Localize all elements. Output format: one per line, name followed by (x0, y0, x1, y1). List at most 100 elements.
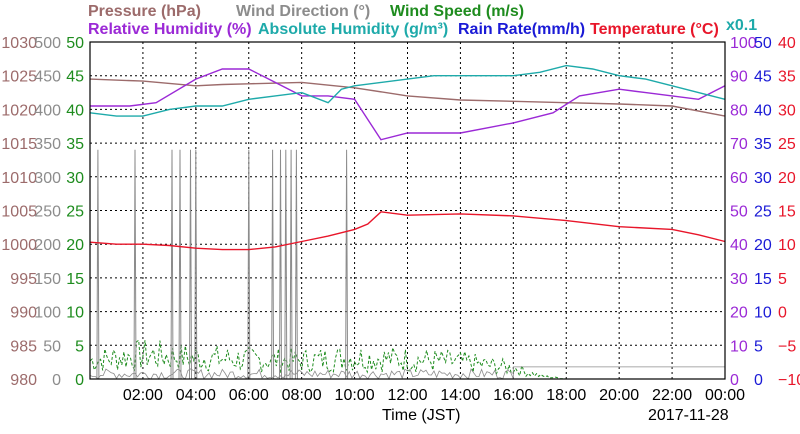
tick-label-rain-rate: 45 (754, 69, 772, 86)
wind-direction-spike (178, 149, 182, 380)
legend-temperature: Temperature (°C) (590, 21, 719, 38)
legend-relative-humidity: Relative Humidity (%) (88, 21, 252, 38)
wind-direction-spike (345, 149, 349, 380)
tick-label-x: 10:00 (335, 387, 375, 404)
tick-label-temperature: 10 (778, 237, 796, 254)
legend-wind-speed: Wind Speed (m/s) (390, 3, 524, 20)
tick-label-x: 04:00 (176, 387, 216, 404)
tick-label-wind-speed: 35 (66, 136, 84, 153)
tick-label-temperature: −5 (778, 338, 796, 355)
tick-label-pressure: 1010 (1, 170, 37, 187)
tick-label-rain-rate: 0 (754, 372, 763, 389)
tick-label-relative-humidity: 20 (730, 305, 748, 322)
tick-label-wind-speed: 15 (66, 271, 84, 288)
wind-direction-baseline (89, 366, 725, 380)
tick-label-x: 12:00 (387, 387, 427, 404)
tick-label-wind-direction: 250 (34, 204, 61, 221)
tick-label-wind-speed: 30 (66, 170, 84, 187)
tick-label-rain-rate: 15 (754, 271, 772, 288)
wind-direction-spike (247, 149, 251, 380)
tick-label-pressure: 1030 (1, 35, 37, 52)
axis-tick-labels: 1030102510201015101010051000995990985980… (1, 35, 800, 404)
wind-direction-spike (279, 149, 282, 380)
tick-label-relative-humidity: 60 (730, 170, 748, 187)
tick-label-wind-speed: 40 (66, 102, 84, 119)
tick-label-relative-humidity: 50 (730, 204, 748, 221)
tick-label-relative-humidity: 10 (730, 338, 748, 355)
tick-label-temperature: −10 (778, 372, 800, 389)
tick-label-wind-speed: 20 (66, 237, 84, 254)
tick-label-x: 08:00 (282, 387, 322, 404)
legend-absolute-humidity: Absolute Humidity (g/m³) (258, 21, 448, 38)
tick-label-relative-humidity: 0 (730, 372, 739, 389)
tick-label-relative-humidity: 30 (730, 271, 748, 288)
tick-label-wind-direction: 300 (34, 170, 61, 187)
tick-label-x: 02:00 (123, 387, 163, 404)
tick-label-pressure: 1005 (1, 204, 37, 221)
tick-label-pressure: 990 (10, 305, 37, 322)
tick-label-x: 14:00 (440, 387, 480, 404)
tick-label-rain-rate: 25 (754, 204, 772, 221)
wind-direction-spike (170, 149, 174, 380)
tick-label-x: 20:00 (599, 387, 639, 404)
wind-direction-spike (194, 149, 198, 380)
wind-direction-spike (294, 149, 298, 380)
x-axis-title: Time (JST) (382, 407, 461, 424)
tick-label-pressure: 1015 (1, 136, 37, 153)
legend-scale-note: x0.1 (726, 17, 757, 34)
wind-speed-line (89, 339, 725, 380)
tick-label-wind-speed: 50 (66, 35, 84, 52)
tick-label-relative-humidity: 40 (730, 237, 748, 254)
tick-label-rain-rate: 5 (754, 338, 763, 355)
tick-label-wind-speed: 10 (66, 305, 84, 322)
tick-label-temperature: 30 (778, 102, 796, 119)
absolute-humidity-g-m-x-line (89, 64, 726, 117)
tick-label-pressure: 985 (10, 338, 37, 355)
tick-label-pressure: 1025 (1, 69, 37, 86)
tick-label-pressure: 1020 (1, 102, 37, 119)
tick-label-wind-direction: 0 (52, 372, 61, 389)
tick-label-pressure: 995 (10, 271, 37, 288)
tick-label-temperature: 40 (778, 35, 796, 52)
tick-label-relative-humidity: 80 (730, 102, 748, 119)
tick-label-temperature: 20 (778, 170, 796, 187)
tick-label-x: 06:00 (229, 387, 269, 404)
pressure-hpa-line (89, 78, 726, 117)
wind-direction-spike (284, 149, 288, 380)
wind-direction-spike (96, 149, 100, 380)
tick-label-pressure: 1000 (1, 237, 37, 254)
wind-direction-spike (289, 149, 293, 380)
wind-direction-spike (271, 149, 275, 380)
tick-label-wind-speed: 45 (66, 69, 84, 86)
legend-pressure: Pressure (hPa) (88, 3, 201, 20)
tick-label-relative-humidity: 100 (730, 35, 757, 52)
tick-label-rain-rate: 30 (754, 170, 772, 187)
temperature-c-line (89, 211, 726, 251)
tick-label-wind-speed: 5 (75, 338, 84, 355)
legend-rain-rate: Rain Rate(mm/h) (458, 21, 585, 38)
tick-label-wind-direction: 100 (34, 305, 61, 322)
tick-label-wind-direction: 50 (43, 338, 61, 355)
wind-direction-spike (133, 149, 137, 380)
tick-label-x: 00:00 (705, 387, 745, 404)
legend-wind-direction: Wind Direction (°) (236, 3, 370, 20)
tick-label-temperature: 0 (778, 305, 787, 322)
series-layer (89, 64, 726, 380)
tick-label-temperature: 25 (778, 136, 796, 153)
tick-label-relative-humidity: 70 (730, 136, 748, 153)
tick-label-temperature: 35 (778, 69, 796, 86)
tick-label-wind-direction: 400 (34, 102, 61, 119)
tick-label-rain-rate: 40 (754, 102, 772, 119)
tick-label-rain-rate: 50 (754, 35, 772, 52)
tick-label-wind-speed: 25 (66, 204, 84, 221)
relative-humidity-line (90, 68, 726, 141)
tick-label-temperature: 5 (778, 271, 787, 288)
tick-label-wind-direction: 200 (34, 237, 61, 254)
tick-label-wind-direction: 500 (34, 35, 61, 52)
tick-label-rain-rate: 10 (754, 305, 772, 322)
tick-label-relative-humidity: 90 (730, 69, 748, 86)
plot-frame (89, 41, 726, 380)
tick-label-rain-rate: 35 (754, 136, 772, 153)
